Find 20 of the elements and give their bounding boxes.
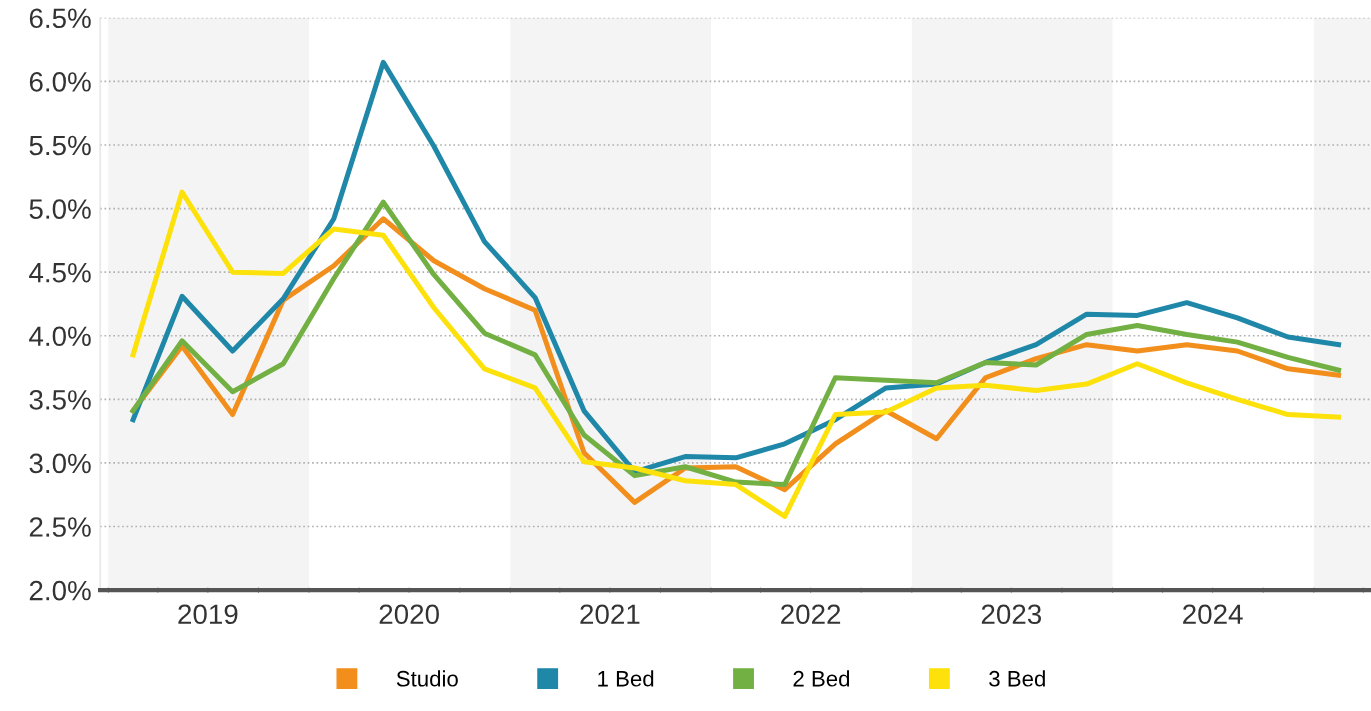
y-tick-label: 4.5% [29,262,91,283]
x-tick-label: 2021 [580,604,640,625]
x-tick-label: 2020 [379,604,439,625]
x-tick-label: 2019 [178,604,238,625]
x-tick-label: 2023 [981,604,1042,625]
y-tick-label: 6.0% [29,72,91,92]
y-tick-label: 2.0% [29,580,91,601]
legend-label: 2 Bed [793,670,850,687]
y-tick-label: 3.5% [29,390,91,410]
legend-label: Studio [396,670,458,687]
y-tick-label: 6.5% [29,8,91,29]
legend-label: 3 Bed [989,670,1045,687]
x-tick-label: 2024 [1183,604,1243,625]
x-tick-label: 2022 [781,604,841,625]
y-tick-label: 3.0% [29,453,91,474]
y-tick-label: 5.5% [29,135,91,156]
y-tick-label: 5.0% [29,199,91,219]
y-tick-label: 2.5% [29,517,91,537]
legend-label: 1 Bed [598,670,654,687]
y-tick-label: 4.0% [29,326,91,347]
